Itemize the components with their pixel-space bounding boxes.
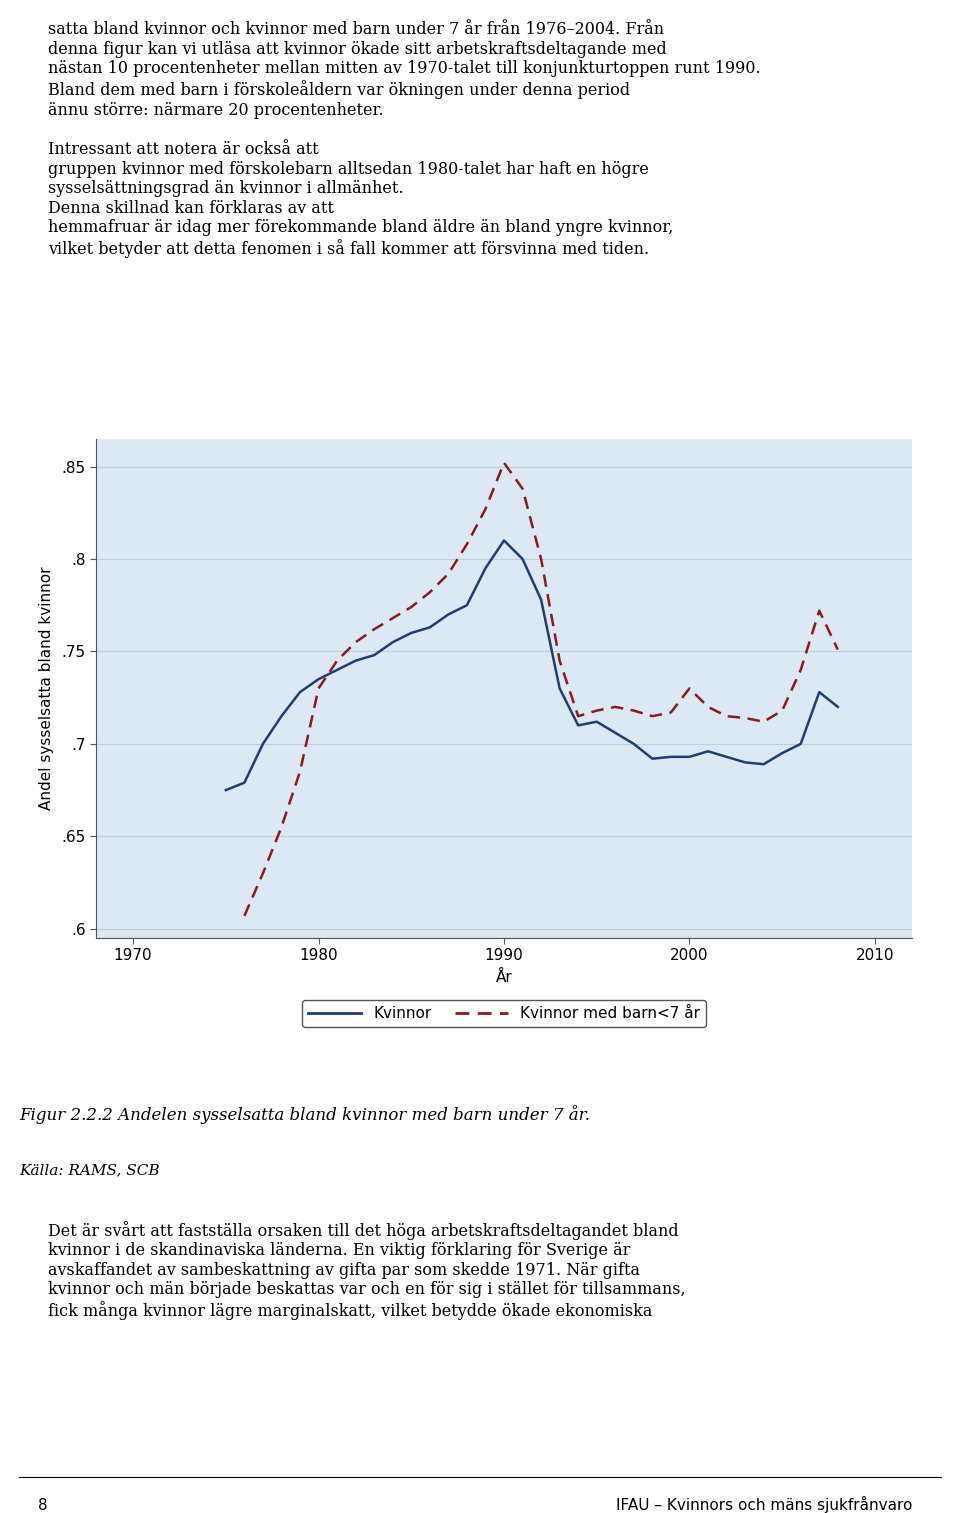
Text: 8: 8 [38,1498,48,1513]
Text: IFAU – Kvinnors och mäns sjukfrånvaro: IFAU – Kvinnors och mäns sjukfrånvaro [615,1496,912,1513]
X-axis label: År: År [495,970,513,985]
Legend: Kvinnor, Kvinnor med barn<7 år: Kvinnor, Kvinnor med barn<7 år [301,1000,707,1027]
Y-axis label: Andel sysselsatta bland kvinnor: Andel sysselsatta bland kvinnor [39,567,55,809]
Text: Det är svårt att fastställa orsaken till det höga arbetskraftsdeltagandet bland
: Det är svårt att fastställa orsaken till… [48,1221,685,1321]
Text: Källa: RAMS, SCB: Källa: RAMS, SCB [19,1163,159,1177]
Text: Figur 2.2.2 Andelen sysselsatta bland kvinnor med barn under 7 år.: Figur 2.2.2 Andelen sysselsatta bland kv… [19,1104,590,1124]
Text: satta bland kvinnor och kvinnor med barn under 7 år från 1976–2004. Från
denna f: satta bland kvinnor och kvinnor med barn… [48,21,760,259]
